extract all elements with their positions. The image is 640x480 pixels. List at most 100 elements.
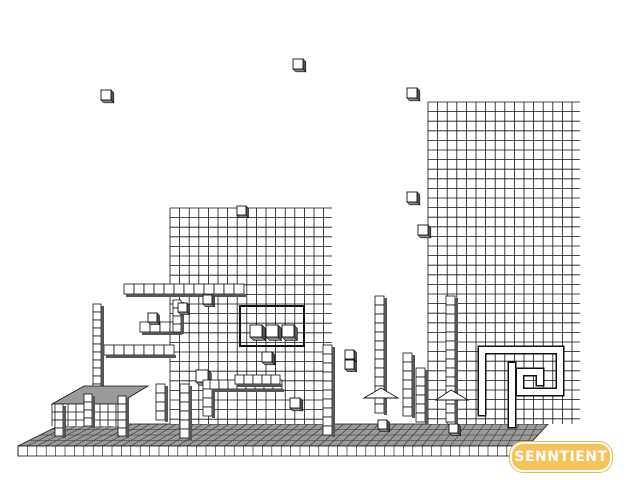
block-shadow [455, 298, 458, 424]
block [374, 322, 385, 333]
left-cube-c-face [147, 312, 158, 323]
block [402, 352, 413, 363]
block [374, 358, 385, 369]
mid-pillar-3 [155, 383, 168, 422]
block [143, 283, 155, 295]
floor-arrows [362, 387, 470, 401]
grid-lines [427, 101, 580, 424]
block [445, 376, 456, 387]
tall-column [374, 295, 387, 415]
block [123, 283, 135, 295]
block [172, 315, 182, 325]
block-shadow [63, 406, 66, 438]
block [54, 419, 64, 429]
block [117, 419, 127, 429]
col-cube-a [377, 419, 391, 433]
block [322, 407, 333, 418]
block [402, 370, 413, 381]
block [415, 367, 426, 378]
block [223, 283, 235, 295]
block [445, 331, 456, 342]
logo-text: SENNTIENT [514, 449, 608, 465]
block [193, 283, 205, 295]
block [415, 385, 426, 396]
block [54, 427, 64, 437]
left-cube-a [202, 294, 216, 308]
floating-cube-2-face [292, 58, 304, 70]
block [123, 344, 135, 356]
block [92, 359, 102, 369]
block [54, 411, 64, 421]
short-column-2 [415, 367, 428, 424]
floating-cube-2 [292, 58, 307, 73]
middle-wall-frame [239, 305, 305, 347]
block [183, 283, 195, 295]
block [402, 388, 413, 399]
block-shadow [126, 398, 129, 438]
block [113, 344, 125, 356]
block [402, 361, 413, 372]
left-cube-b-face [177, 302, 188, 313]
block [54, 403, 64, 413]
col-cube-b [448, 423, 462, 437]
block [445, 340, 456, 351]
block [155, 401, 166, 412]
block [445, 367, 456, 378]
floating-cube-4-face [236, 205, 247, 216]
sentient-logo: SENNTIENT [510, 442, 612, 472]
block [179, 401, 190, 412]
block-shadow [237, 384, 282, 387]
block [445, 304, 456, 315]
block-shadow [142, 332, 182, 335]
left-beam-top [123, 283, 246, 297]
block-shadow [212, 382, 215, 418]
block [155, 410, 166, 421]
block [92, 375, 102, 385]
block [445, 322, 456, 333]
block [445, 349, 456, 360]
tower-spiral [477, 345, 565, 429]
block [153, 344, 165, 356]
block [83, 401, 93, 411]
block [322, 371, 333, 382]
floor [17, 423, 549, 457]
block [179, 428, 190, 439]
block [117, 395, 127, 405]
block [374, 340, 385, 351]
block [402, 397, 413, 408]
block [163, 283, 175, 295]
block [202, 388, 213, 399]
block [179, 410, 190, 421]
block [445, 412, 456, 423]
short-column [402, 352, 415, 418]
block [252, 374, 263, 385]
block-shadow [425, 370, 428, 424]
block [374, 304, 385, 315]
floating-cube-1-face [100, 89, 112, 101]
floating-cube-3-face [406, 87, 418, 99]
block [179, 392, 190, 403]
wall-cube-d-face [195, 369, 209, 383]
block [234, 374, 245, 385]
block [202, 397, 213, 408]
floating-cube-3 [406, 87, 421, 102]
block [322, 425, 333, 436]
floating-cube-6-face [417, 224, 429, 236]
block [322, 398, 333, 409]
left-cube-b [177, 302, 191, 316]
block [374, 295, 385, 306]
block [202, 406, 213, 417]
block [374, 403, 385, 414]
block-shadow [92, 396, 95, 428]
wall-cube-b-face [265, 324, 279, 338]
left-post-3 [83, 393, 95, 428]
wall-cube-f [289, 397, 304, 412]
block [374, 367, 385, 378]
block [92, 303, 102, 313]
left-low-block [50, 385, 150, 405]
block [117, 427, 127, 437]
block [159, 321, 171, 333]
block [445, 313, 456, 324]
block [374, 331, 385, 342]
